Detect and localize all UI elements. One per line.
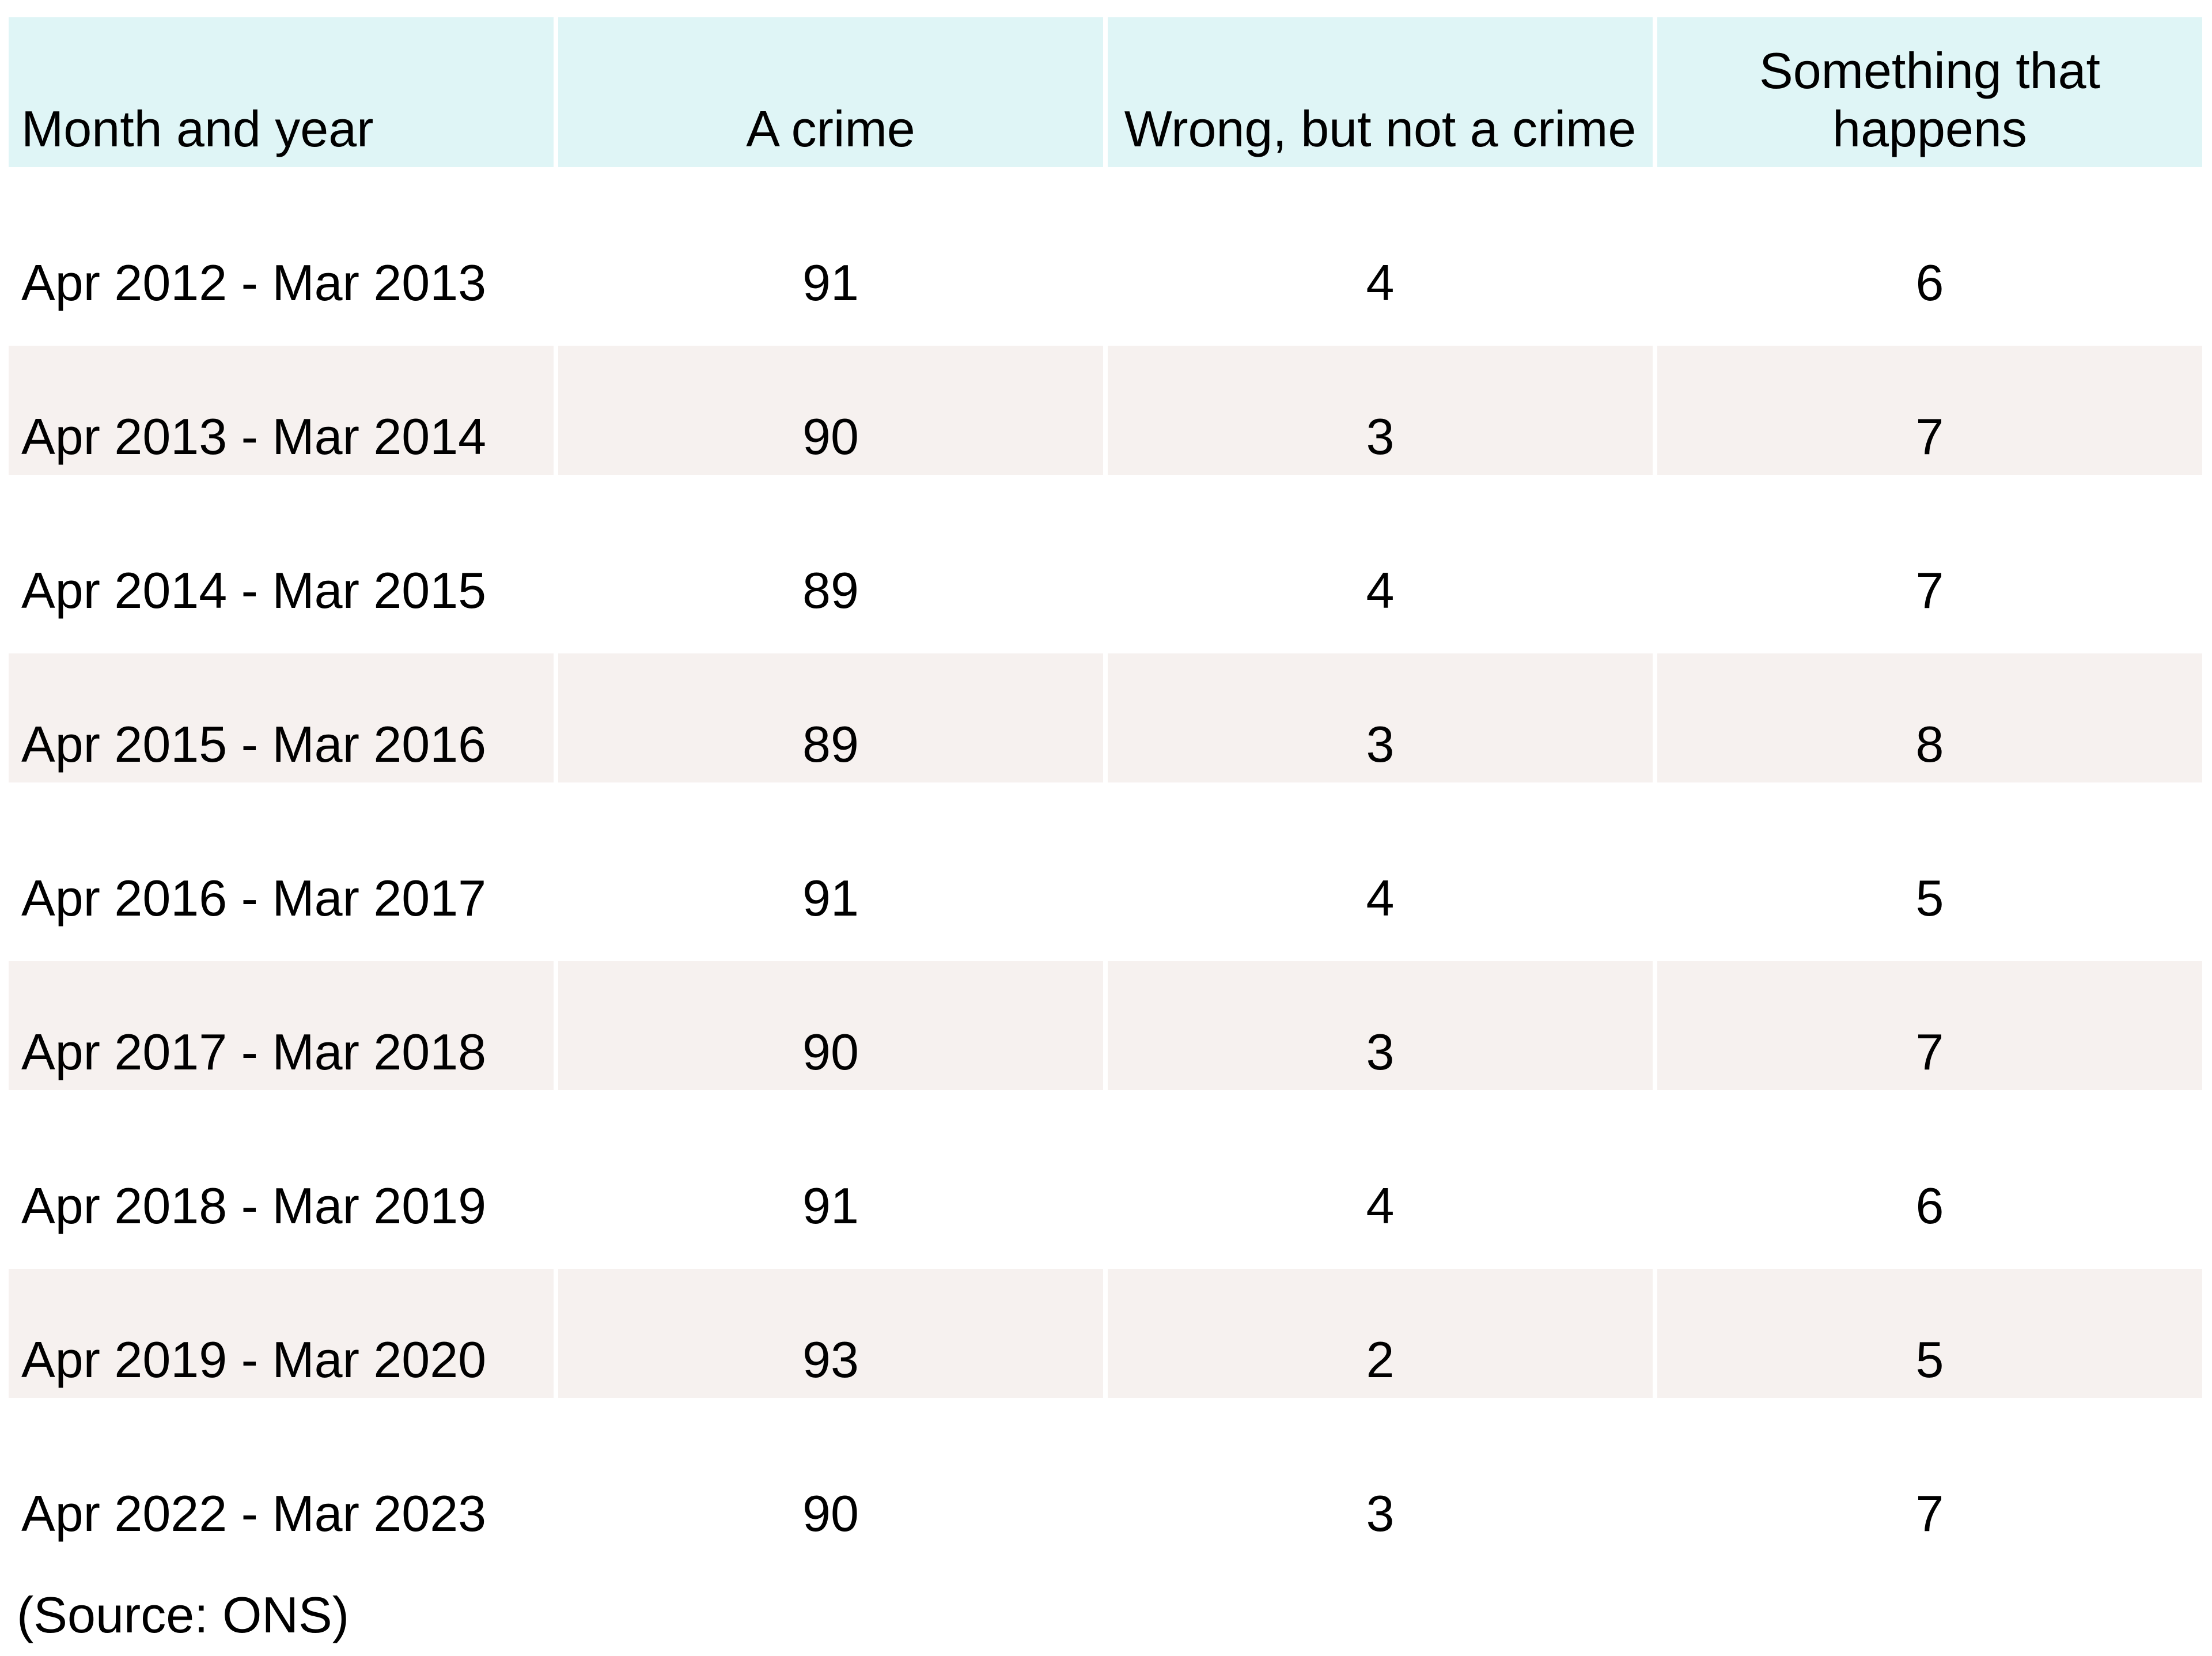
table-body: Apr 2012 - Mar 2013 91 4 6 Apr 2013 - Mar 20… (9, 192, 2202, 1552)
value-cell: 8 (1657, 653, 2202, 782)
period-cell: Apr 2012 - Mar 2013 (21, 254, 487, 311)
table-row: Apr 2017 - Mar 2018 90 3 7 (9, 961, 2202, 1090)
table-row: Apr 2018 - Mar 2019 91 4 6 (9, 1115, 2202, 1244)
table-row: Apr 2012 - Mar 2013 91 4 6 (9, 192, 2202, 321)
value-cell: 90 (558, 961, 1103, 1090)
value-cell: 6 (1915, 1177, 1944, 1234)
period-cell: Apr 2019 - Mar 2020 (9, 1269, 554, 1398)
value-cell: 5 (1657, 1269, 2202, 1398)
period-cell: Apr 2017 - Mar 2018 (9, 961, 554, 1090)
value-cell: 90 (802, 1484, 859, 1542)
value-cell: 4 (1366, 254, 1395, 311)
value-cell: 4 (1366, 1177, 1395, 1234)
period-cell: Apr 2015 - Mar 2016 (9, 653, 554, 782)
period-cell: Apr 2014 - Mar 2015 (21, 561, 487, 619)
column-header-month-and-year: Month and year (9, 17, 554, 167)
value-cell: 91 (802, 869, 859, 927)
value-cell: 3 (1108, 653, 1653, 782)
table-row: Apr 2013 - Mar 2014 90 3 7 (9, 346, 2202, 475)
table-row: Apr 2014 - Mar 2015 89 4 7 (9, 500, 2202, 629)
period-cell: Apr 2022 - Mar 2023 (21, 1484, 487, 1542)
value-cell: 89 (802, 561, 859, 619)
value-cell: 7 (1657, 961, 2202, 1090)
value-cell: 91 (802, 1177, 859, 1234)
column-header-wrong-but-not-a-crime: Wrong, but not a crime (1108, 17, 1653, 167)
value-cell: 3 (1108, 346, 1653, 475)
table-row: Apr 2015 - Mar 2016 89 3 8 (9, 653, 2202, 782)
value-cell: 4 (1366, 869, 1395, 927)
statistics-table: Month and year A crime Wrong, but not a … (4, 0, 2207, 1576)
value-cell: 6 (1915, 254, 1944, 311)
value-cell: 93 (558, 1269, 1103, 1398)
period-cell: Apr 2016 - Mar 2017 (21, 869, 487, 927)
value-cell: 7 (1915, 561, 1944, 619)
table-container: Month and year A crime Wrong, but not a … (4, 0, 2207, 1576)
header-row: Month and year A crime Wrong, but not a … (9, 17, 2202, 167)
source-note: (Source: ONS) (17, 1586, 350, 1643)
value-cell: 91 (802, 254, 859, 311)
table-row: Apr 2016 - Mar 2017 91 4 5 (9, 807, 2202, 936)
value-cell: 89 (558, 653, 1103, 782)
table-header: Month and year A crime Wrong, but not a … (9, 17, 2202, 167)
value-cell: 3 (1366, 1484, 1395, 1542)
period-cell: Apr 2013 - Mar 2014 (9, 346, 554, 475)
table-row: Apr 2022 - Mar 2023 90 3 7 (9, 1423, 2202, 1552)
table-row: Apr 2019 - Mar 2020 93 2 5 (9, 1269, 2202, 1398)
value-cell: 5 (1915, 869, 1944, 927)
column-header-a-crime: A crime (558, 17, 1103, 167)
value-cell: 4 (1366, 561, 1395, 619)
value-cell: 3 (1108, 961, 1653, 1090)
value-cell: 2 (1108, 1269, 1653, 1398)
column-header-something-that-happens: Something that happens (1657, 17, 2202, 167)
value-cell: 7 (1915, 1484, 1944, 1542)
period-cell: Apr 2018 - Mar 2019 (21, 1177, 487, 1234)
value-cell: 7 (1657, 346, 2202, 475)
value-cell: 90 (558, 346, 1103, 475)
